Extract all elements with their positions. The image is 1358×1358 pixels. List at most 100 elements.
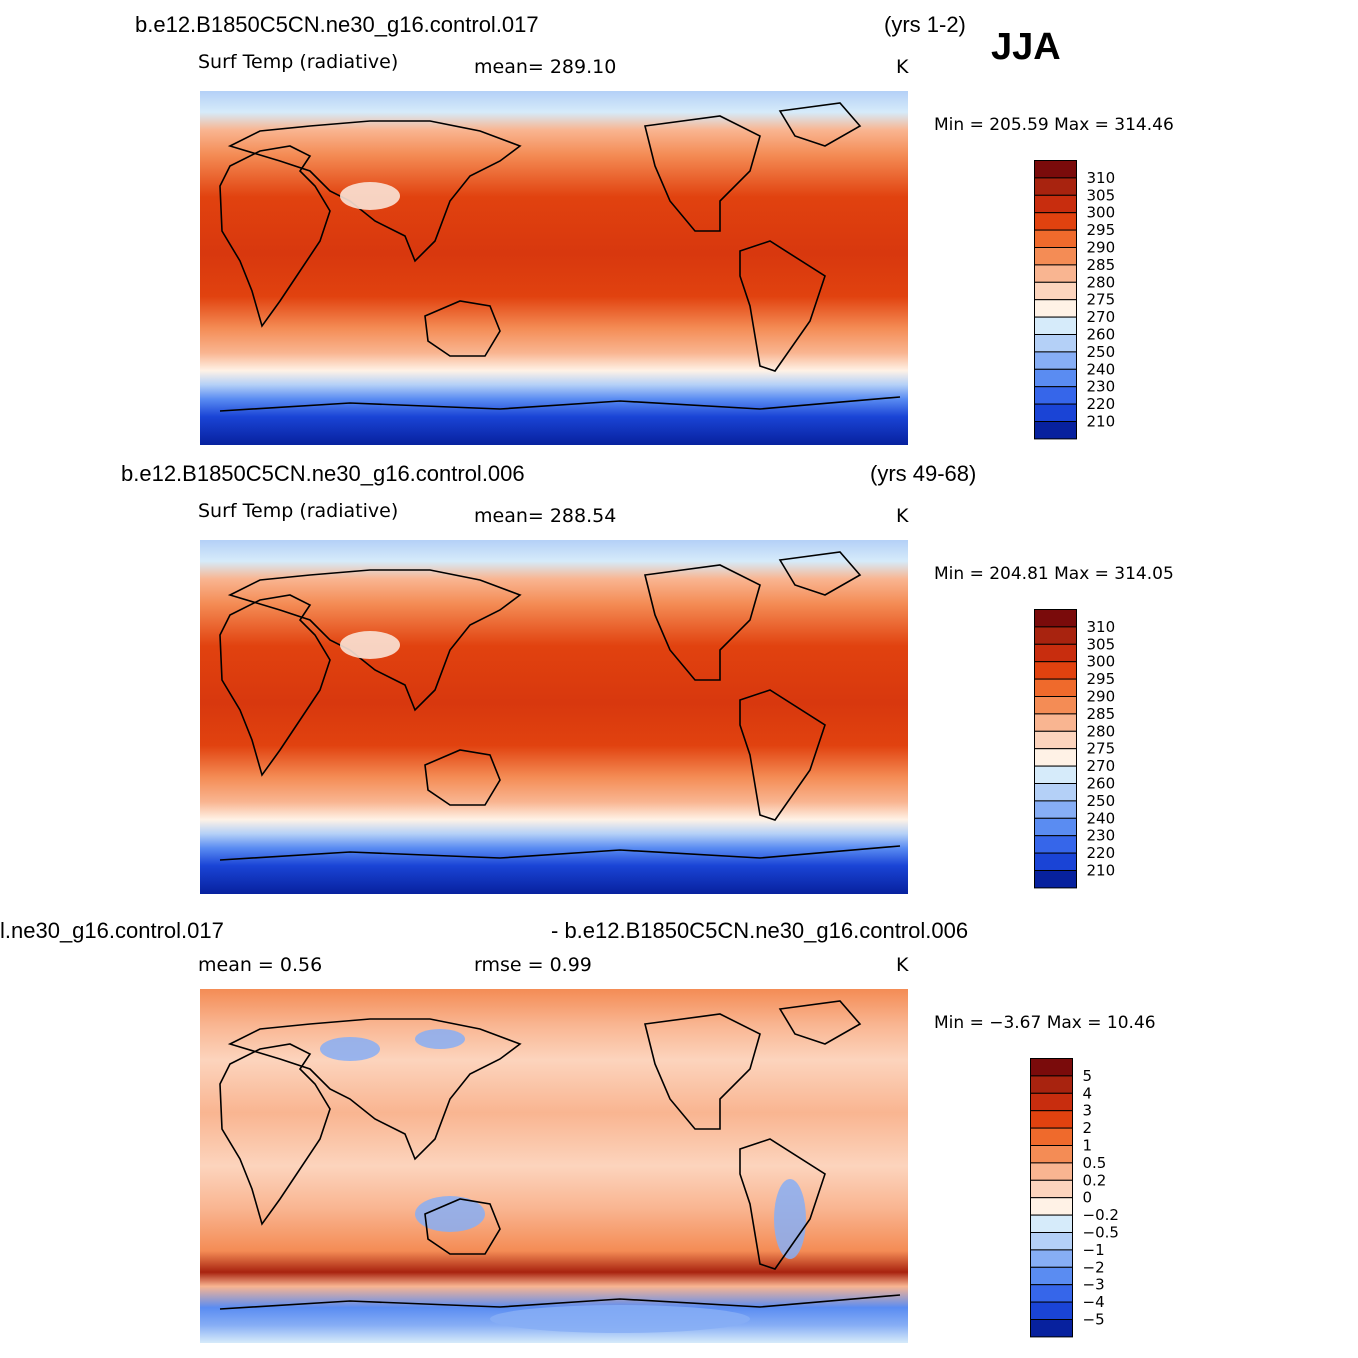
panel2-minmax: Min = 204.81 Max = 314.05 <box>934 564 1174 584</box>
panel1-units: K <box>896 56 909 78</box>
colorbar-tick-label: 270 <box>1087 757 1116 775</box>
panel2-colorbar: 310 305 300 295 290 285 280 275 270 260 250 240 230 2… <box>1034 609 1154 889</box>
panel1-years: (yrs 1-2) <box>884 12 966 37</box>
colorbar-swatch <box>1034 177 1077 196</box>
panel2-map-svg <box>200 540 908 894</box>
colorbar-tick-label: 240 <box>1087 360 1116 378</box>
colorbar-swatch <box>1034 421 1077 440</box>
season-label: JJA <box>991 26 1061 68</box>
colorbar-tick-label: −3 <box>1083 1276 1105 1294</box>
panel2-mean: mean= 288.54 <box>474 505 617 527</box>
colorbar-tick-label: 270 <box>1087 308 1116 326</box>
colorbar-tick-label: 0.2 <box>1083 1171 1107 1189</box>
colorbar-tick-label: 290 <box>1087 688 1116 706</box>
colorbar-tick-label: 310 <box>1087 169 1116 187</box>
panel3-colorbar: 5 4 3 2 1 0.5 0.2 0 −0.2 −0.5 −1 −2 −3 −4 −5 <box>1030 1058 1150 1338</box>
colorbar-swatch <box>1030 1249 1073 1268</box>
colorbar-swatch <box>1034 229 1077 248</box>
colorbar-tick-label: 3 <box>1083 1102 1093 1120</box>
colorbar-tick-label: 260 <box>1087 326 1116 344</box>
panel1-colorbar: 310 305 300 295 290 285 280 275 270 260 250 240 230 2… <box>1034 160 1154 440</box>
colorbar-tick-label: 230 <box>1087 827 1116 845</box>
colorbar-tick-label: 4 <box>1083 1084 1093 1102</box>
colorbar-swatch <box>1030 1127 1073 1146</box>
panel2-colorbar-svg: 3103053002952902852802752702602502402302… <box>1034 609 1116 889</box>
colorbar-tick-label: 300 <box>1087 204 1116 222</box>
colorbar-tick-label: 250 <box>1087 792 1116 810</box>
panel2-variable: Surf Temp (radiative) <box>198 500 399 522</box>
colorbar-tick-label: −0.2 <box>1083 1206 1119 1224</box>
colorbar-swatch <box>1034 368 1077 388</box>
colorbar-tick-label: 305 <box>1087 186 1116 204</box>
colorbar-swatch <box>1034 247 1077 266</box>
colorbar-swatch <box>1034 299 1077 318</box>
colorbar-swatch <box>1034 800 1077 819</box>
panel3-map-svg <box>200 989 908 1343</box>
colorbar-tick-label: 5 <box>1083 1067 1093 1085</box>
panel1-variable: Surf Temp (radiative) <box>198 51 399 73</box>
colorbar-swatch <box>1034 281 1077 301</box>
colorbar-swatch <box>1034 316 1077 336</box>
colorbar-swatch <box>1034 334 1077 353</box>
panel3-minmax: Min = −3.67 Max = 10.46 <box>934 1013 1156 1033</box>
panel1-colorbar-svg: 3103053002952902852802752702602502402302… <box>1034 160 1116 440</box>
colorbar-swatch <box>1030 1058 1073 1077</box>
colorbar-tick-label: 260 <box>1087 775 1116 793</box>
colorbar-tick-label: 275 <box>1087 291 1116 309</box>
panel3-case-title: l.ne30_g16.control.017 <box>0 918 224 943</box>
panel3-case2-title: - b.e12.B1850C5CN.ne30_g16.control.006 <box>551 918 969 943</box>
colorbar-tick-label: −2 <box>1083 1258 1105 1276</box>
colorbar-swatch <box>1034 730 1077 750</box>
colorbar-swatch <box>1034 609 1077 628</box>
colorbar-swatch <box>1034 264 1077 283</box>
colorbar-tick-label: −5 <box>1083 1311 1105 1329</box>
panel1-minmax: Min = 205.59 Max = 314.46 <box>934 115 1174 135</box>
colorbar-swatch <box>1030 1092 1073 1112</box>
panel3-rmse: rmse = 0.99 <box>474 954 592 976</box>
panel3-units: K <box>896 954 909 976</box>
colorbar-tick-label: 240 <box>1087 809 1116 827</box>
colorbar-tick-label: −0.5 <box>1083 1224 1119 1242</box>
colorbar-tick-label: 1 <box>1083 1137 1093 1155</box>
colorbar-swatch <box>1034 194 1077 214</box>
colorbar-swatch <box>1034 852 1077 872</box>
colorbar-tick-label: 285 <box>1087 705 1116 723</box>
colorbar-swatch <box>1034 643 1077 663</box>
colorbar-swatch <box>1034 713 1077 732</box>
colorbar-tick-label: 280 <box>1087 273 1116 291</box>
colorbar-swatch <box>1034 748 1077 767</box>
colorbar-tick-label: 0 <box>1083 1189 1093 1207</box>
colorbar-tick-label: 295 <box>1087 670 1116 688</box>
panel1-case-title: b.e12.B1850C5CN.ne30_g16.control.017 <box>135 12 539 37</box>
colorbar-tick-label: −1 <box>1083 1241 1105 1259</box>
colorbar-tick-label: 310 <box>1087 618 1116 636</box>
panel2-units: K <box>896 505 909 527</box>
coastlines <box>219 102 901 412</box>
colorbar-swatch <box>1034 160 1077 179</box>
colorbar-tick-label: 300 <box>1087 653 1116 671</box>
coastlines <box>219 1000 901 1310</box>
colorbar-tick-label: 210 <box>1087 862 1116 880</box>
colorbar-swatch <box>1030 1075 1073 1094</box>
colorbar-tick-label: 230 <box>1087 378 1116 396</box>
colorbar-swatch <box>1034 626 1077 645</box>
colorbar-swatch <box>1030 1266 1073 1286</box>
colorbar-swatch <box>1030 1179 1073 1199</box>
colorbar-swatch <box>1034 783 1077 802</box>
colorbar-swatch <box>1034 696 1077 715</box>
colorbar-swatch <box>1034 835 1077 854</box>
colorbar-swatch <box>1034 661 1077 680</box>
colorbar-tick-label: 220 <box>1087 844 1116 862</box>
colorbar-tick-label: 210 <box>1087 413 1116 431</box>
colorbar-tick-label: −4 <box>1083 1293 1105 1311</box>
colorbar-tick-label: 280 <box>1087 722 1116 740</box>
colorbar-swatch <box>1030 1232 1073 1251</box>
panel3-map <box>200 989 908 1343</box>
colorbar-swatch <box>1030 1319 1073 1338</box>
colorbar-swatch <box>1034 765 1077 785</box>
panel1-map <box>200 91 908 445</box>
colorbar-swatch <box>1034 678 1077 697</box>
colorbar-swatch <box>1030 1197 1073 1216</box>
panel1-mean: mean= 289.10 <box>474 56 617 78</box>
